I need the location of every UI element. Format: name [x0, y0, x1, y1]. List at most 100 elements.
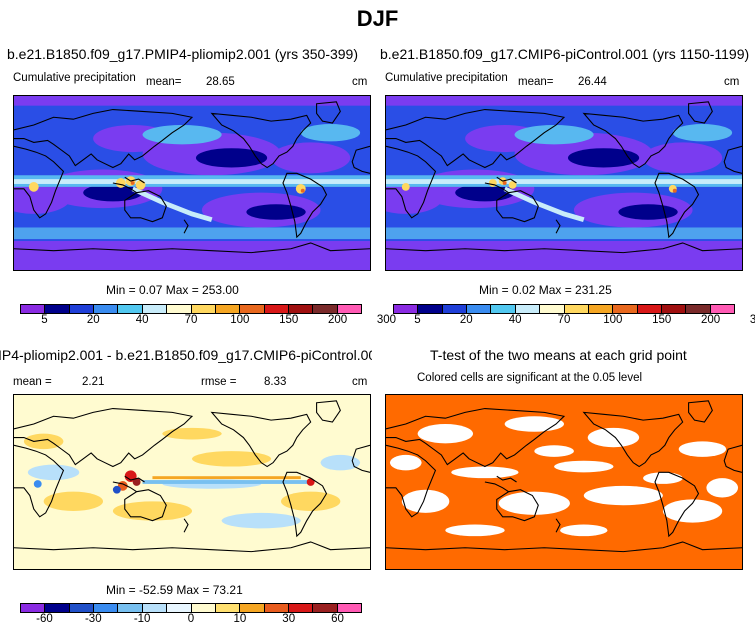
panel-tr-mean-label: mean=: [518, 76, 554, 88]
positive-anomaly: [192, 451, 272, 467]
coastline: [496, 489, 539, 522]
panel-tl-units: cm: [352, 76, 368, 88]
colorbar-tl-tick-label: 300: [376, 314, 397, 326]
colorbar-bl-swatch: [21, 604, 46, 612]
negative-anomaly: [320, 454, 361, 471]
precip-difference-map: [14, 395, 370, 569]
coastline: [582, 411, 684, 468]
panel-bl-mean-label: mean =: [13, 376, 52, 388]
colorbar-tr-swatch: [467, 305, 492, 313]
coastline: [210, 411, 312, 468]
negative-anomaly: [27, 464, 80, 481]
non-significant-area: [445, 524, 505, 537]
colorbar-tl-tick-label: 5: [41, 314, 48, 326]
colorbar-bl-tick-label: 0: [187, 613, 195, 625]
figure-title: DJF: [356, 6, 399, 31]
map-panel-br: [385, 394, 743, 570]
colorbar-bl-swatch: [288, 604, 314, 612]
colorbar-bl-tick-label: 60: [331, 613, 344, 625]
very-dry-region: [618, 204, 678, 220]
colorbar-tr-tick-label: 150: [652, 314, 672, 326]
panel-bl-title-clip: b.e21.B1850.f09_g17.PMIP4-pliomip2.001 -…: [0, 347, 372, 365]
colorbar-tl-swatch: [215, 305, 241, 313]
panel-bl-units: cm: [352, 376, 368, 388]
map-panel-bl: [13, 394, 371, 570]
colorbar-tr-tick-label: 100: [603, 314, 623, 326]
non-significant-area: [417, 424, 474, 444]
pacific-storm-track: [514, 125, 594, 145]
colorbar-bl-tick-label: -30: [84, 613, 102, 625]
positive-anomaly: [43, 491, 103, 511]
colorbar-tl-swatch: [21, 305, 46, 313]
coastline: [14, 444, 65, 518]
panel-bl-rmse-value: 8.33: [264, 376, 287, 388]
colorbar-tr-cells: [393, 304, 735, 314]
colorbar-tl-swatch: [337, 305, 362, 313]
colorbar-tr-tick-label: 5: [414, 314, 421, 326]
colorbar-tl-swatch: [313, 305, 338, 313]
non-significant-area: [498, 491, 570, 515]
coastline: [282, 172, 328, 239]
coastline: [386, 541, 742, 553]
coastline: [14, 108, 194, 169]
colorbar-bl-swatch: [264, 604, 289, 612]
colorbar-tr-tick-label: 300: [749, 314, 755, 326]
colorbar-bl-swatch: [69, 604, 95, 612]
colorbar-bl-swatch: [142, 604, 168, 612]
strong-negative-anomaly: [112, 485, 121, 494]
precip-map-pliomip: [14, 96, 370, 270]
panel-bl-minmax: Min = -52.59 Max = 73.21: [106, 583, 243, 597]
colorbar-tr-swatch: [637, 305, 662, 313]
colorbar-bl-tick-label: 10: [233, 613, 247, 625]
colorbar-bl: -60 -30 -10 0 10 30 60: [20, 603, 362, 627]
panel-bl-mean-value: 2.21: [82, 376, 105, 388]
colorbar-tl-swatch: [191, 305, 216, 313]
strong-negative-anomaly: [33, 480, 42, 488]
colorbar-tl-swatch: [45, 305, 70, 313]
coastline: [386, 242, 742, 254]
colorbar-bl-swatch: [45, 604, 70, 612]
colorbar-tr-swatch: [540, 305, 565, 313]
colorbar-tr: 5 20 40 70 100 150 200 300: [393, 304, 755, 328]
colorbar-bl-tick-label: -10: [133, 613, 151, 625]
colorbar-tl-swatch: [69, 305, 95, 313]
coastline: [688, 400, 713, 423]
colorbar-bl-swatch: [94, 604, 119, 612]
colorbar-tl-swatch: [240, 305, 265, 313]
coastline: [496, 475, 517, 483]
extreme-rain-hotspot: [130, 181, 135, 185]
colorbar-bl-cells: [20, 603, 362, 613]
polar-dry-north: [386, 96, 742, 106]
colorbar-tr-tick-label: 200: [700, 314, 721, 326]
colorbar-tr-swatch: [661, 305, 687, 313]
colorbar-tl-swatch: [264, 305, 289, 313]
coastline: [496, 190, 539, 223]
colorbar-bl-swatch: [215, 604, 241, 612]
colorbar-tr-swatch: [686, 305, 711, 313]
extreme-rain-hotspot: [672, 188, 677, 193]
dry-region: [271, 142, 351, 174]
positive-anomaly: [23, 433, 64, 450]
spcz-band: [131, 186, 213, 223]
non-significant-area: [401, 489, 450, 513]
non-significant-area: [554, 460, 614, 473]
colorbar-tr-tick-label: 40: [508, 314, 522, 326]
panel-tr-mean-value: 26.44: [578, 76, 607, 88]
coastline: [654, 471, 700, 538]
panel-tl-mean-value: 28.65: [206, 76, 235, 88]
heavy-rain-hotspot: [28, 182, 39, 192]
coastline: [14, 407, 194, 468]
atlantic-storm-track: [672, 124, 733, 142]
colorbar-tr-tick-label: 20: [459, 314, 473, 326]
coastline: [14, 145, 65, 219]
heavy-rain-hotspot: [401, 183, 410, 191]
polar-dry-south: [14, 241, 370, 270]
coastline: [316, 101, 341, 124]
colorbar-bl-swatch: [118, 604, 143, 612]
non-significant-area: [587, 427, 640, 448]
coastline: [386, 108, 566, 169]
ttest-significance-map: [386, 395, 742, 569]
colorbar-tl-swatch: [94, 305, 119, 313]
colorbar-tl-tick-label: 70: [184, 314, 198, 326]
coastline: [386, 407, 566, 468]
